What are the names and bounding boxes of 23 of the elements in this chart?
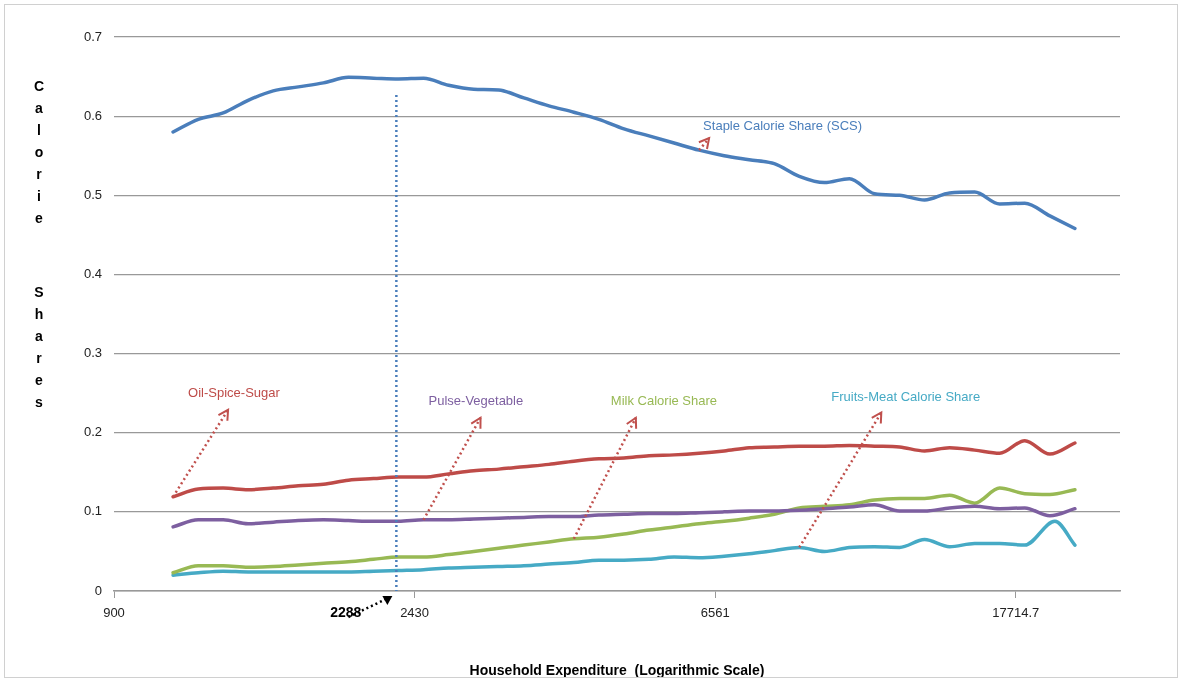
text: Fruits-Meat Calorie Share — [831, 389, 981, 405]
y-tick-label: 0.6 — [83, 107, 102, 123]
line-series — [171, 502, 1077, 529]
y-tick-label: 0.5 — [83, 186, 102, 202]
line-series — [171, 486, 1077, 575]
y-tick-label: 0.2 — [83, 424, 102, 440]
text: Oil-Spice-Sugar — [188, 384, 281, 400]
x-tick-label: 2430 — [400, 605, 430, 621]
y-tick-label: 0.7 — [83, 28, 102, 44]
x-tick-label: 17714.7 — [992, 605, 1040, 621]
y-tick-label: 0 — [94, 582, 102, 598]
ref-line-label: 2288 — [330, 603, 362, 620]
line-series — [171, 75, 1077, 231]
y-tick-label: 0.3 — [83, 345, 102, 361]
y-axis-title: Calorie Shares — [30, 78, 48, 418]
series-label: Staple Calorie Share (SCS) — [703, 118, 863, 134]
y-tick-label: 0.1 — [83, 503, 102, 519]
x-tick-label: 6561 — [700, 605, 730, 621]
x-tick-label: 900 — [103, 605, 125, 621]
x-axis-title: Household Expenditure (Logarithmic Scale) — [469, 662, 765, 679]
text: Milk Calorie Share — [610, 392, 718, 408]
y-tick-label: 0.4 — [83, 266, 102, 282]
text: Pulse-Vegetable — [428, 392, 524, 408]
